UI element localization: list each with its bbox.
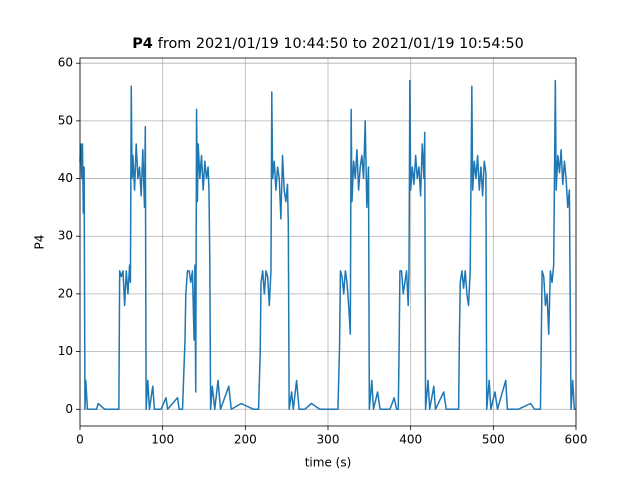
y-tick-label: 30 xyxy=(58,229,73,243)
x-axis-label: time (s) xyxy=(305,456,352,470)
chart-title: P4 from 2021/01/19 10:44:50 to 2021/01/19… xyxy=(132,36,524,52)
title-bold: P4 xyxy=(132,36,153,52)
y-tick-label: 10 xyxy=(58,344,73,358)
data-line xyxy=(79,79,576,411)
y-tick-label: 60 xyxy=(58,56,73,70)
y-tick-label: 0 xyxy=(65,402,73,416)
x-tick-label: 200 xyxy=(234,433,257,447)
y-tick-label: 40 xyxy=(58,171,73,185)
y-tick-label: 20 xyxy=(58,286,73,300)
x-tick-label: 300 xyxy=(317,433,340,447)
x-tick-label: 500 xyxy=(482,433,505,447)
y-axis-label: P4 xyxy=(33,235,47,250)
x-tick-label: 0 xyxy=(76,433,84,447)
plot-frame xyxy=(79,57,577,427)
title-text: from 2021/01/19 10:44:50 to 2021/01/19 1… xyxy=(158,36,524,52)
x-tick-label: 100 xyxy=(151,433,174,447)
y-tick-label: 50 xyxy=(58,113,73,127)
x-tick-label: 600 xyxy=(565,433,588,447)
x-tick-label: 400 xyxy=(399,433,422,447)
